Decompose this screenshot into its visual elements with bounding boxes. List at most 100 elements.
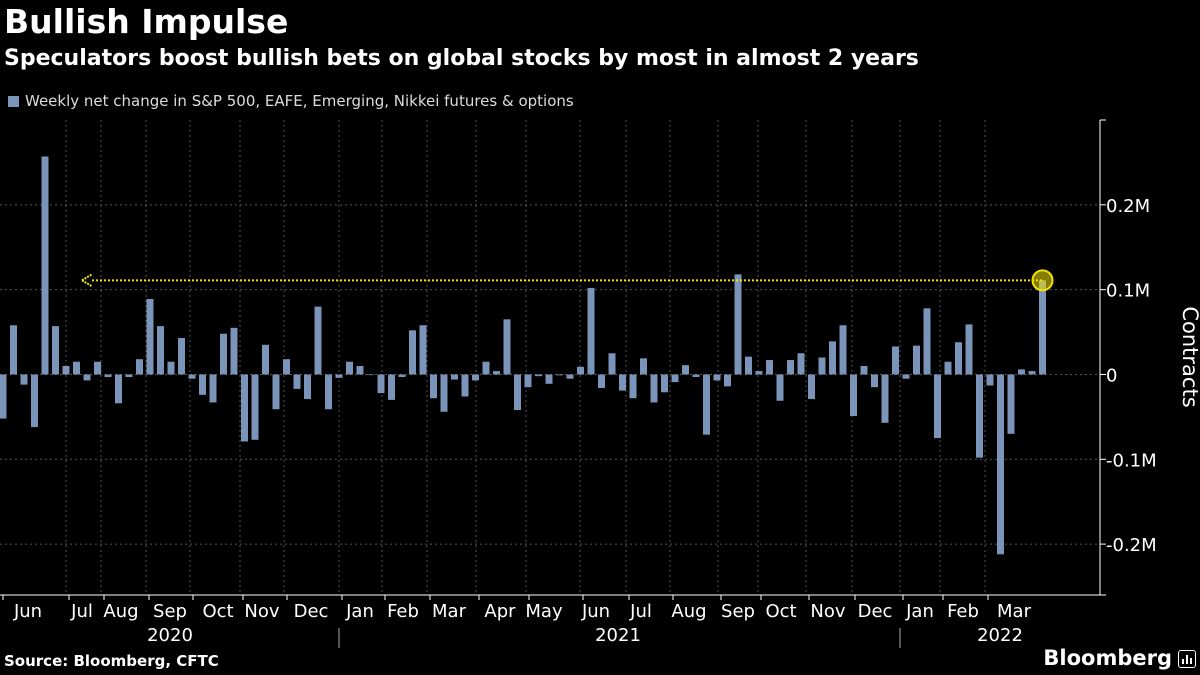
bar [146,298,154,375]
bar [892,346,899,375]
bar [787,360,794,375]
bar [797,353,805,375]
x-month-label: Dec [294,601,329,622]
bar [0,374,7,419]
y-tick-label: 0.1M [1106,281,1150,302]
bar [818,357,826,375]
bar [535,374,542,377]
x-year-label: 2021 [595,625,641,646]
bar [157,326,164,375]
y-tick-label: 0 [1106,365,1117,386]
bar [482,361,490,375]
x-month-label: Mar [997,601,1032,622]
bar [860,365,868,375]
legend: Weekly net change in S&P 500, EAFE, Emer… [8,92,574,110]
bar [419,325,427,375]
bar [671,374,679,383]
bar [997,374,1004,555]
y-tick-label: -0.2M [1106,535,1157,556]
bar [493,371,500,375]
bar [587,287,595,375]
bar [1039,280,1046,375]
bar [566,374,574,379]
chart-title: Bullish Impulse [4,2,289,41]
bar [283,359,290,375]
y-tick-label: -0.1M [1106,450,1157,471]
x-month-label: Jan [345,601,374,622]
bar [766,360,773,375]
bar [451,374,458,380]
bar [514,374,521,411]
bar [73,361,80,375]
y-tick-label: 0.2M [1106,196,1150,217]
bar [230,327,238,375]
bar [62,365,70,375]
y-axis-title: Contracts [1178,306,1200,407]
x-month-label: Nov [810,601,845,622]
bar [262,344,269,375]
bar [31,374,38,428]
bar [545,374,553,384]
bar [367,374,374,376]
bloomberg-chart-icon [1178,650,1196,668]
bar [251,374,259,440]
bar [724,374,731,387]
bar [682,365,689,375]
bar [167,361,175,375]
bar [83,374,91,381]
bar [178,337,185,375]
bar [272,374,280,410]
bar [839,325,847,375]
bar [524,374,532,388]
x-month-label: Apr [484,601,516,622]
bar [409,330,416,375]
bar [556,374,563,376]
x-month-label: Oct [202,601,233,622]
bar [199,374,206,395]
legend-swatch [8,95,19,107]
bar [944,361,952,375]
bar [209,374,217,403]
bar [503,319,511,375]
x-month-label: Aug [103,601,138,622]
bar [955,342,962,375]
bar [608,353,616,375]
x-month-label: Feb [387,601,419,622]
bar [188,374,196,379]
bar [52,326,59,375]
bar [104,374,112,378]
x-month-label: Jan [905,601,934,622]
bar [871,374,878,388]
bar [1028,371,1036,375]
bar [20,374,28,385]
bar [755,371,763,375]
bar [577,366,584,375]
bar [241,374,248,442]
x-month-label: Feb [947,601,979,622]
bar [881,374,889,423]
highlight-circle [1031,269,1054,292]
bar [10,325,17,375]
bar [304,374,311,400]
bar [713,374,721,381]
x-month-label: Jul [629,601,652,622]
bar [220,333,227,375]
bar [692,374,700,378]
bar [850,374,857,417]
bar [650,374,658,403]
bar [346,361,353,375]
bar [398,374,406,378]
arrow-head-icon [81,273,93,288]
bar [703,374,710,435]
bar [325,374,332,410]
x-month-label: Jul [70,601,93,622]
legend-label: Weekly net change in S&P 500, EAFE, Emer… [25,92,574,110]
bar [913,345,920,375]
x-month-label: Mar [432,601,467,622]
brand-logo: Bloomberg [1043,646,1172,670]
bar [356,365,364,375]
bar [377,374,385,394]
bar [923,308,931,375]
x-month-label: Jun [13,601,42,622]
